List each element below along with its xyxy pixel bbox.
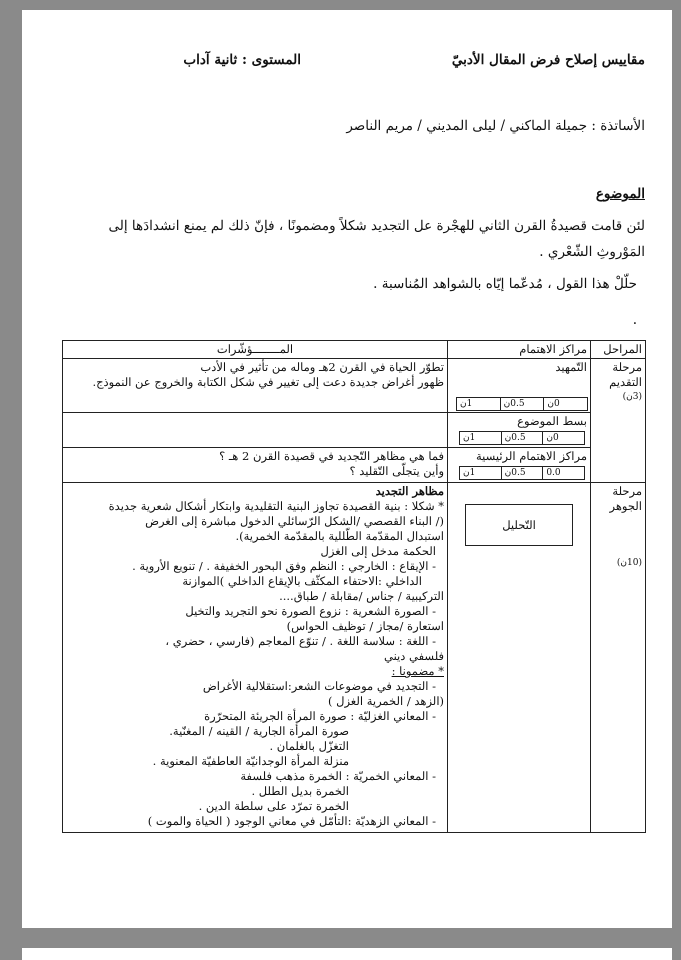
table-row: مرحلة الجوهر (10ن) التّحليل مظاهر التجدي… bbox=[62, 482, 646, 833]
indicator-line: الداخلي :الاحتفاء المكثّف بالإيقاع الداخ… bbox=[182, 574, 422, 588]
score-option: 0ن bbox=[543, 398, 587, 410]
stage-points: (10ن) bbox=[616, 558, 642, 568]
focus-label: مراكز الاهتمام الرئيسية bbox=[475, 449, 587, 463]
stage-points: (3ن) bbox=[622, 392, 642, 402]
header-stages: المراحل bbox=[590, 340, 646, 359]
next-page-edge bbox=[22, 948, 672, 960]
indicator-line: التغزّل بالغلمان . bbox=[269, 739, 349, 753]
teachers-label: الأساتذة : جميلة الماكني / ليلى المديني … bbox=[346, 118, 645, 134]
indicator-line: صورة المرأة الجارية / القينه / المغنّية. bbox=[169, 724, 349, 738]
indicator-line: الخمرة بديل الطلل . bbox=[251, 784, 349, 798]
indicator-line: ظهور أغراض جديدة دعت إلى تغيير في شكل ال… bbox=[92, 375, 444, 389]
indicator-line: (الزهد / الخمرية الغزل ) bbox=[327, 694, 444, 708]
indicator-line: الخمرة تمرّد على سلطة الدين . bbox=[198, 799, 349, 813]
table-row: مراكز الاهتمام الرئيسية 0.0 0.5ن 1ن فما … bbox=[62, 447, 646, 483]
indicator-line: التركيبية / جناس /مقابلة / طباق.... bbox=[279, 589, 444, 603]
indicator-line: فما هي مظاهر التّجديد في قصيدة القرن 2 ه… bbox=[219, 449, 444, 463]
indicator-line: - اللغة : سلاسة اللغة . / تنوّع المعاجم … bbox=[165, 634, 436, 648]
level-label: المستوى : ثانية آداب bbox=[183, 52, 301, 68]
focus-cell: مراكز الاهتمام الرئيسية 0.0 0.5ن 1ن bbox=[447, 447, 591, 483]
indicator-line: - الصورة الشعرية : نزوع الصورة نحو التجر… bbox=[185, 604, 436, 618]
header-focus: مراكز الاهتمام bbox=[447, 340, 591, 359]
focus-cell: التّمهيد 0ن 0.5ن 1ن bbox=[447, 358, 591, 413]
stage-label: مرحلة التقديم bbox=[609, 360, 642, 389]
indicator-line: - التجديد في موضوعات الشعر:استقلالية الأ… bbox=[202, 679, 436, 693]
score-option: 0.5ن bbox=[499, 398, 544, 410]
document-title: مقاييس إصلاح فرض المقال الأدبيّ bbox=[451, 52, 645, 68]
score-boxes: 0ن 0.5ن 1ن bbox=[456, 397, 588, 411]
indicators-cell bbox=[62, 412, 448, 448]
indicator-line: * مضمونا : bbox=[391, 664, 444, 678]
stray-dot: . bbox=[632, 312, 637, 328]
indicator-line: - المعاني الزهديّة :التأمّل في معاني الو… bbox=[147, 814, 436, 828]
score-option: 1ن bbox=[462, 468, 476, 478]
table-header-row: المراحل مراكز الاهتمام المــــــــؤشّرات bbox=[62, 340, 646, 359]
indicator-line: تطوّر الحياة في القرن 2هـ وماله من تأثير… bbox=[200, 360, 444, 374]
score-option: 0.0 bbox=[542, 467, 584, 479]
stage-body: مرحلة الجوهر (10ن) bbox=[590, 482, 646, 833]
indicator-line: فلسفي ديني bbox=[384, 649, 444, 663]
stage-label: مرحلة الجوهر bbox=[609, 484, 642, 513]
indicators-cell: تطوّر الحياة في القرن 2هـ وماله من تأثير… bbox=[62, 358, 448, 413]
indicator-line: (/ البناء القصصي /الشكل الرّسائلي الدخول… bbox=[145, 514, 444, 528]
score-boxes: 0ن 0.5ن 1ن bbox=[459, 431, 585, 445]
focus-label: بسط الموضوع bbox=[517, 414, 587, 428]
indicator-line: - المعاني الخمريّة : الخمرة مذهب فلسفة bbox=[240, 769, 436, 783]
indicator-line: - المعاني الغزليّة : صورة المرأة الجريئة… bbox=[204, 709, 436, 723]
table-row: مرحلة التقديم (3ن) التّمهيد 0ن 0.5ن 1ن ت… bbox=[62, 358, 646, 483]
indicator-line: استبدال المقدّمة الطّللية بالمقدّمة الخم… bbox=[235, 529, 444, 543]
indicators-cell: فما هي مظاهر التّجديد في قصيدة القرن 2 ه… bbox=[62, 447, 448, 483]
grading-table: المراحل مراكز الاهتمام المــــــــؤشّرات… bbox=[62, 340, 646, 833]
indicators-cell: مظاهر التجديد * شكلا : بنية القصيدة تجاوز… bbox=[62, 482, 448, 833]
score-boxes: 0.0 0.5ن 1ن bbox=[459, 466, 585, 480]
indicator-line: * شكلا : بنية القصيدة تجاوز البنية التقل… bbox=[108, 499, 444, 513]
subject-line-1: لئن قامت قصيدةُ القرن الثاني للهجْرة عل … bbox=[108, 218, 645, 234]
subject-instruction: حلّلْ هذا القول ، مُدعّما إيّاه بالشواهد… bbox=[373, 276, 637, 292]
indicator-line: منزلة المرأة الوجدانيّة العاطفيّة المعنو… bbox=[152, 754, 349, 768]
focus-cell: التّحليل bbox=[447, 482, 591, 833]
indicator-line: - الإيقاع : الخارجي : النظم وفق البحور ا… bbox=[132, 559, 436, 573]
analysis-label: التّحليل bbox=[465, 504, 573, 546]
subject-heading: الموضوع bbox=[595, 186, 645, 202]
subject-line-2: المَوْروثِ الشّعْري . bbox=[539, 244, 645, 260]
score-option: 0.5ن bbox=[500, 467, 543, 479]
indicator-line: مظاهر التجديد bbox=[375, 484, 444, 498]
focus-cell: بسط الموضوع 0ن 0.5ن 1ن bbox=[447, 412, 591, 448]
score-option: 0ن bbox=[542, 432, 584, 444]
score-option: 1ن bbox=[462, 433, 476, 443]
focus-label: التّمهيد bbox=[555, 360, 587, 374]
score-option: 0.5ن bbox=[500, 432, 543, 444]
stage-intro: مرحلة التقديم (3ن) bbox=[590, 358, 646, 483]
score-option: 1ن bbox=[459, 399, 473, 409]
header-indicators: المــــــــؤشّرات bbox=[62, 340, 448, 359]
table-row: بسط الموضوع 0ن 0.5ن 1ن bbox=[62, 412, 646, 448]
indicator-line: وأين يتجلّى التّقليد ؟ bbox=[349, 464, 444, 478]
indicator-line: استعارة /مجاز / توظيف الحواس) bbox=[286, 619, 444, 633]
indicator-line: الحكمة مدخل إلى الغزل bbox=[320, 544, 437, 558]
